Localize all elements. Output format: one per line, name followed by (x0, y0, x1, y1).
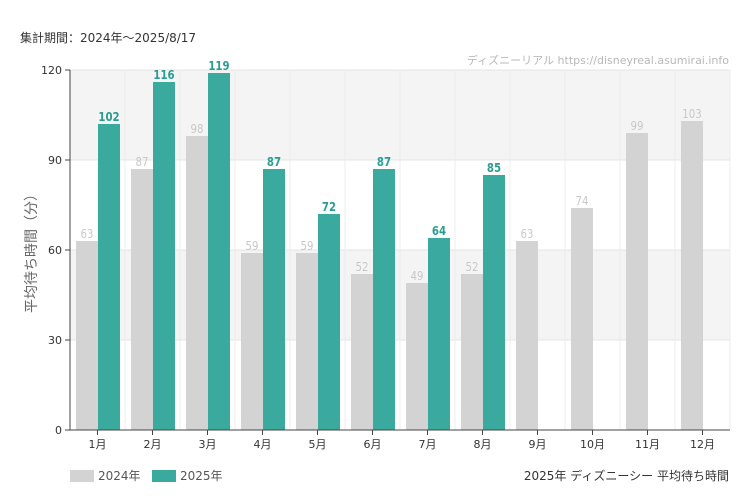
bar-2024年-2月 (131, 169, 153, 430)
x-tick-label: 6月 (364, 438, 382, 451)
x-tick-label: 4月 (254, 438, 272, 451)
data-label-2024年-11月: 99 (631, 119, 644, 133)
y-tick-label: 60 (48, 244, 62, 257)
bar-2024年-1月 (76, 241, 98, 430)
data-label-2025年-2月: 116 (153, 68, 175, 82)
bar-2024年-5月 (296, 253, 318, 430)
bar-2025年-6月 (373, 169, 395, 430)
y-tick-label: 90 (48, 154, 62, 167)
y-tick-label: 0 (55, 424, 62, 437)
data-label-2024年-3月: 98 (191, 122, 204, 136)
y-tick-label: 120 (41, 64, 62, 77)
bar-2024年-3月 (186, 136, 208, 430)
data-labels: 63 102 87 116 98 119 59 87 59 72 52 87 49 64 52 85 63 74 9… (81, 59, 702, 283)
data-label-2025年-7月: 64 (432, 224, 446, 238)
x-tick-label: 3月 (199, 438, 217, 451)
data-label-2025年-8月: 85 (487, 161, 501, 175)
data-label-2025年-3月: 119 (208, 59, 230, 73)
x-tick-label: 10月 (580, 438, 605, 451)
bar-2024年-7月 (406, 283, 428, 430)
bar-2025年-2月 (153, 82, 175, 430)
bar-2024年-11月 (626, 133, 648, 430)
x-tick-label: 9月 (529, 438, 547, 451)
bar-2024年-8月 (461, 274, 483, 430)
legend-swatch-2025 (152, 469, 176, 482)
data-label-2024年-4月: 59 (246, 239, 259, 253)
data-label-2024年-10月: 74 (576, 194, 589, 208)
legend-swatch-2024 (70, 469, 94, 482)
data-label-2024年-12月: 103 (682, 107, 701, 121)
x-tick-label: 12月 (690, 438, 715, 451)
x-tick-label: 7月 (419, 438, 437, 451)
legend-label-2025: 2025年 (180, 469, 223, 483)
footer-title: 2025年 ディズニーシー 平均待ち時間 (523, 469, 729, 483)
bar-2025年-1月 (98, 124, 120, 430)
legend-item-2024[interactable]: 2024年 (70, 467, 141, 484)
axes: 0 30 60 90 120 1月 2月 3月 4月 5月 6月 7月 8月 9月 10月 11月 12月 (41, 64, 730, 451)
bar-2025年-4月 (263, 169, 285, 430)
bar-2024年-9月 (516, 241, 538, 430)
bar-2024年-12月 (681, 121, 703, 430)
data-label-2025年-5月: 72 (322, 200, 336, 214)
bar-2025年-5月 (318, 214, 340, 430)
bars (76, 73, 703, 430)
data-label-2024年-2月: 87 (136, 155, 149, 169)
legend-item-2025[interactable]: 2025年 (152, 467, 223, 484)
bar-2024年-6月 (351, 274, 373, 430)
bar-2025年-8月 (483, 175, 505, 430)
data-label-2024年-6月: 52 (356, 260, 369, 274)
data-label-2025年-6月: 87 (377, 155, 391, 169)
data-label-2024年-5月: 59 (301, 239, 314, 253)
y-axis-label: 平均待ち時間（分） (24, 187, 40, 313)
period-label: 集計期間：2024年～2025/8/17 (20, 31, 197, 45)
bar-2025年-7月 (428, 238, 450, 430)
x-tick-label: 1月 (89, 438, 107, 451)
x-tick-label: 5月 (309, 438, 327, 451)
data-label-2025年-4月: 87 (267, 155, 281, 169)
data-label-2024年-8月: 52 (466, 260, 479, 274)
data-label-2024年-9月: 63 (521, 227, 534, 241)
x-tick-label: 11月 (635, 438, 660, 451)
bar-2024年-10月 (571, 208, 593, 430)
x-tick-label: 2月 (144, 438, 162, 451)
bar-2024年-4月 (241, 253, 263, 430)
watermark: ディズニーリアル https://disneyreal.asumirai.inf… (467, 53, 729, 67)
y-tick-label: 30 (48, 334, 62, 347)
data-label-2024年-1月: 63 (81, 227, 94, 241)
data-label-2025年-1月: 102 (98, 110, 119, 124)
x-tick-label: 8月 (474, 438, 492, 451)
legend-label-2024: 2024年 (98, 469, 141, 483)
data-label-2024年-7月: 49 (411, 269, 424, 283)
bar-2025年-3月 (208, 73, 230, 430)
